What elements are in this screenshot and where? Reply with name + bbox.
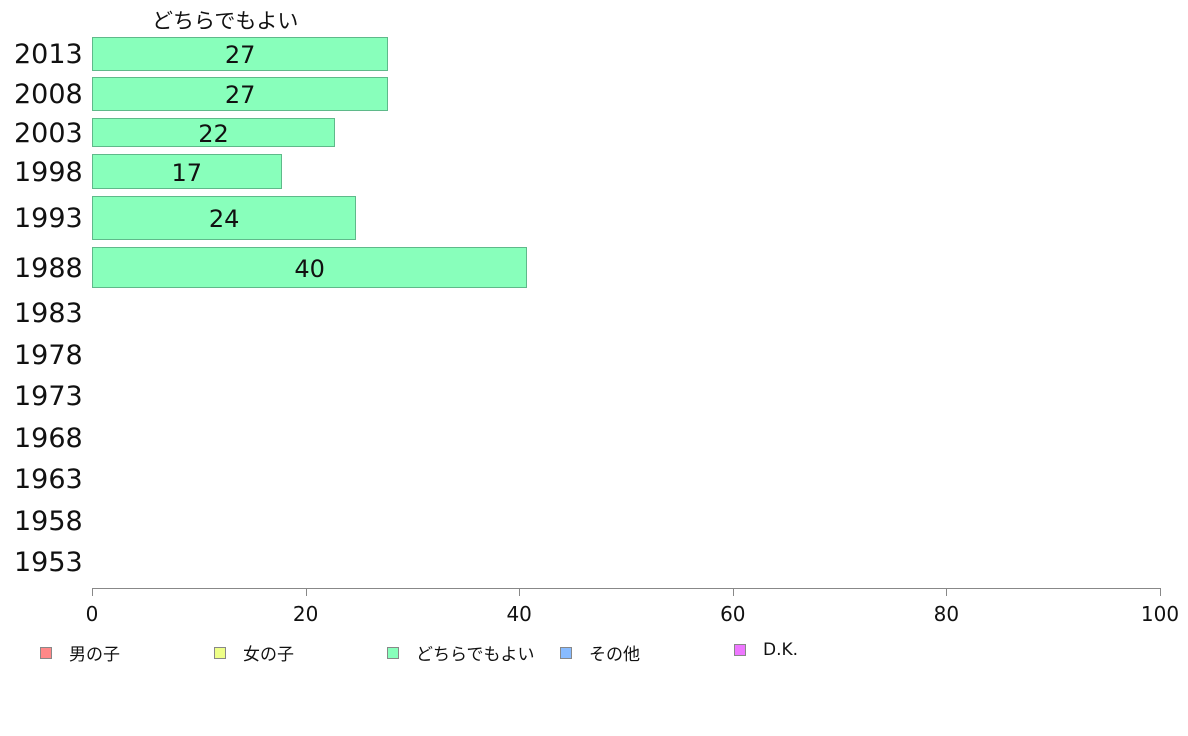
y-tick-label: 1958 — [14, 506, 83, 537]
x-tick-label: 20 — [292, 602, 319, 626]
legend-label: その他 — [589, 645, 640, 665]
bar — [92, 247, 528, 288]
legend-swatch — [214, 646, 226, 659]
legend-item: その他 — [560, 640, 640, 665]
x-tick-label: 0 — [85, 602, 99, 626]
bar-value-label: 22 — [198, 119, 229, 148]
bar — [92, 77, 389, 111]
x-tick-label: 80 — [933, 602, 960, 626]
y-tick-label: 1998 — [14, 156, 83, 188]
bar — [92, 37, 389, 71]
series-title: どちらでもよい — [152, 9, 299, 33]
y-tick-label: 2008 — [14, 79, 83, 110]
x-tick-mark — [1160, 588, 1161, 596]
legend: 男の子 女の子 どちらでもよい その他 D.K. — [0, 640, 1188, 665]
bar-value-label: 27 — [224, 81, 256, 109]
y-tick-label: 1978 — [14, 340, 83, 371]
y-tick-label: 2013 — [14, 39, 83, 70]
legend-label: 男の子 — [69, 645, 120, 665]
legend-swatch — [560, 646, 572, 659]
bar-value-label: 17 — [171, 158, 203, 187]
x-tick-label: 100 — [1140, 602, 1180, 626]
bar — [92, 196, 357, 240]
y-tick-label: 1973 — [14, 381, 83, 412]
x-tick-mark — [519, 588, 521, 596]
legend-swatch — [40, 646, 52, 659]
bar-value-label: 27 — [224, 41, 256, 69]
legend-item: 男の子 — [40, 640, 120, 665]
y-tick-label: 1953 — [14, 547, 83, 578]
x-tick-label: 60 — [720, 602, 746, 626]
bar-value-label: 24 — [208, 205, 240, 233]
y-tick-label: 1963 — [14, 464, 83, 495]
legend-label: 女の子 — [243, 645, 294, 665]
x-tick-mark — [732, 588, 734, 596]
bar — [92, 118, 335, 147]
bar — [92, 154, 282, 189]
x-axis-line — [92, 588, 1161, 589]
legend-label: どちらでもよい — [416, 645, 535, 665]
legend-item: D.K. — [734, 640, 798, 660]
legend-label: D.K. — [763, 640, 799, 660]
legend-swatch — [734, 644, 746, 656]
y-tick-label: 2003 — [14, 117, 83, 149]
y-tick-label: 1968 — [14, 423, 83, 454]
x-tick-mark — [305, 588, 307, 596]
legend-item: 女の子 — [214, 640, 294, 665]
x-tick-mark — [946, 588, 948, 596]
y-tick-label: 1983 — [14, 298, 83, 329]
x-tick-label: 40 — [506, 602, 532, 626]
x-tick-mark — [92, 588, 93, 596]
legend-item: どちらでもよい — [387, 640, 535, 665]
bar-value-label: 40 — [294, 254, 325, 283]
y-tick-label: 1988 — [14, 252, 83, 284]
legend-swatch — [387, 646, 399, 659]
y-tick-label: 1993 — [14, 203, 83, 234]
